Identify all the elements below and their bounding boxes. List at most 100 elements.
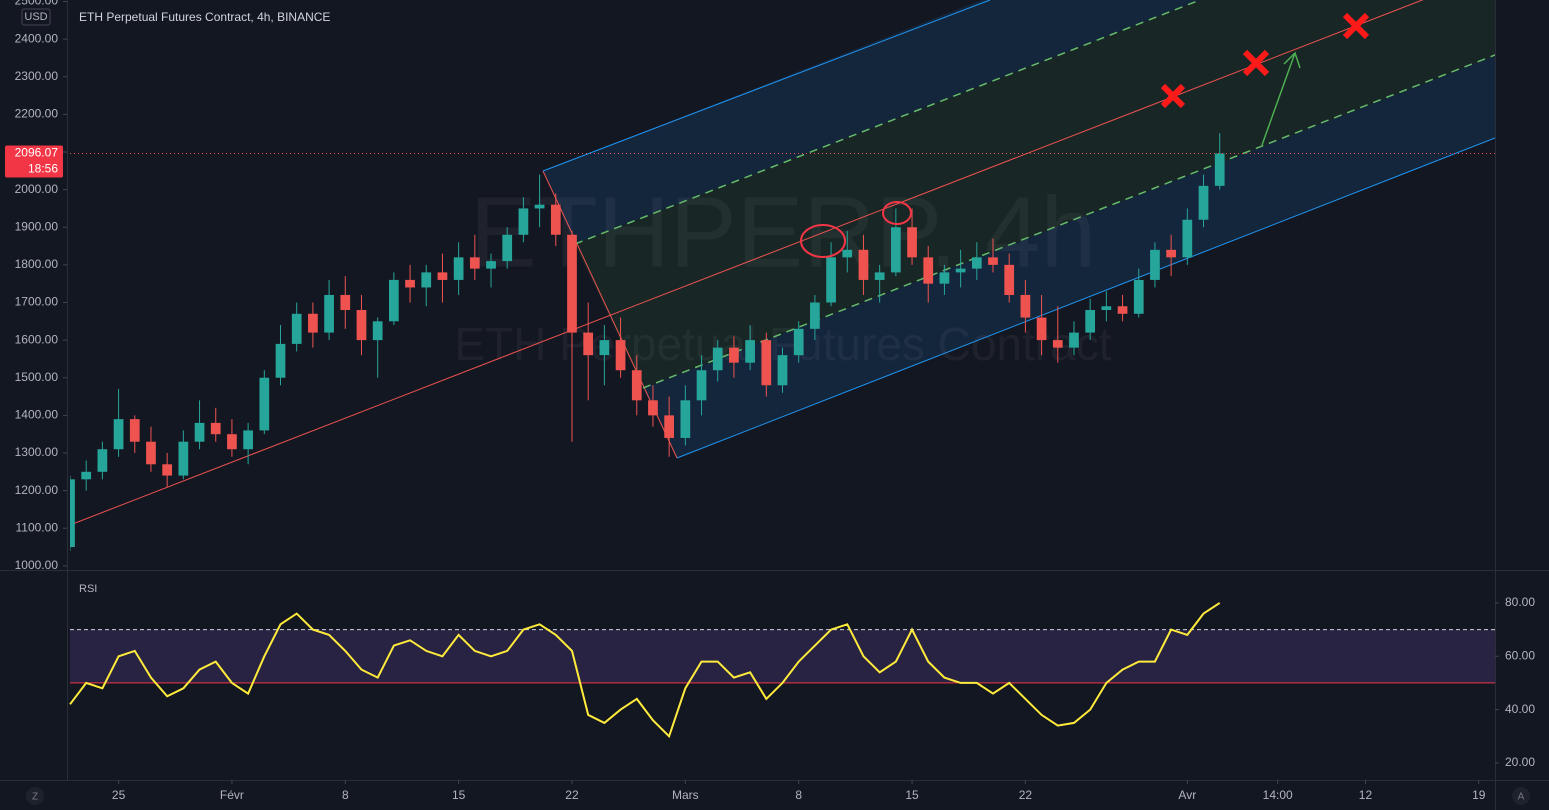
cross-mark [1160,83,1186,109]
y-tick-label: 2400.00 [15,31,59,45]
candle-body [534,204,545,209]
y-tick-label: 2000.00 [15,182,59,196]
candle-body [1052,340,1063,348]
median-line [70,0,1424,526]
candle-body [810,302,820,329]
candle-body [1117,306,1128,314]
candle-body [793,328,804,356]
candle-body [874,272,885,280]
candle-body [939,272,950,284]
candle-body [761,340,772,386]
y-tick-label: 1700.00 [15,295,59,309]
candle-body [1133,279,1144,314]
chart-title: ETH Perpetual Futures Contract, 4h, BINA… [79,10,330,24]
x-tick-label: 14:00 [1263,788,1293,802]
candle-body [777,355,788,386]
candle-body [97,449,108,472]
currency: USD [24,11,47,23]
candle-body [453,257,464,280]
candle-body [1101,306,1112,311]
candle-body [502,234,513,262]
candle-body [324,294,334,333]
candle-body [648,400,658,416]
y-tick-label: 1100.00 [16,520,59,534]
scale-button-label[interactable]: Z [32,792,38,803]
arrow [1261,51,1301,146]
candle-body [567,234,577,333]
countdown: 18:56 [28,162,58,176]
x-tick-label: 22 [1019,788,1033,802]
candle-body [1166,249,1176,258]
candle-body [1214,153,1225,186]
candle-body [615,340,626,371]
candle-body [372,321,383,341]
candle-body [712,347,723,371]
candle-body [113,419,124,450]
candle-body [421,272,432,288]
y-tick-label: 80.00 [1505,595,1535,609]
band-fill [70,629,1495,683]
y-tick-label: 1300.00 [15,445,59,459]
candle-body [389,279,399,322]
candle-body [146,441,156,465]
channel-fill [643,56,1495,458]
cross-mark [1342,12,1370,40]
x-tick-label: 19 [1472,788,1486,802]
candle-body [745,340,755,363]
candle-body [696,370,707,401]
candle-body [1020,294,1031,318]
y-tick-label: 2500.00 [15,0,59,8]
last-price-label: 2096.07 [15,146,59,160]
channel-line [676,137,1495,459]
y-tick-label: 60.00 [1505,648,1535,662]
x-tick-label: 8 [342,788,349,802]
candle-body [405,279,415,288]
candle-body [81,471,92,480]
candle-body [259,377,270,431]
candle-body [291,313,302,344]
currency-box [21,8,51,26]
channel-fill [543,0,1201,244]
annotations [800,12,1370,258]
candle-body [210,422,221,435]
candle-body [129,419,140,442]
candle-body [988,257,998,265]
y-tick-label: 20.00 [1505,755,1535,769]
x-tick-label: Mars [672,788,699,802]
y-tick-label: 2200.00 [15,107,59,121]
candle-body [162,464,173,476]
x-tick-label: 15 [452,788,466,802]
last-price-box [5,145,63,178]
y-tick-label: 1800.00 [15,257,59,271]
candle-body [178,441,189,476]
y-tick-label: 1900.00 [15,219,59,233]
scale-button[interactable] [26,787,44,805]
candle-body [308,313,318,333]
candle-body [1198,185,1209,220]
candle-body [664,415,675,438]
candle-body [599,340,610,356]
candle-body [486,261,496,269]
scale-button[interactable] [1512,787,1530,805]
channel-fill [575,0,1495,388]
candle-body [826,257,836,303]
x-tick-label: Avr [1178,788,1196,802]
candle-body [469,257,480,269]
y-tick-label: 2300.00 [15,69,59,83]
indicator-title: RSI [79,583,97,595]
scale-button-label[interactable]: A [1518,792,1525,803]
x-tick-label: Févr [220,788,244,802]
candle-body [1036,317,1047,341]
candle-body [550,204,561,235]
candle-body [1150,249,1160,280]
x-tick-label: 12 [1359,788,1373,802]
x-tick-label: 22 [565,788,579,802]
y-tick-label: 1600.00 [15,332,59,346]
cross-mark [1242,49,1270,77]
candle-body [955,268,966,273]
candle-body [243,430,253,450]
x-tick-label: 15 [905,788,919,802]
candle-body [890,227,901,273]
